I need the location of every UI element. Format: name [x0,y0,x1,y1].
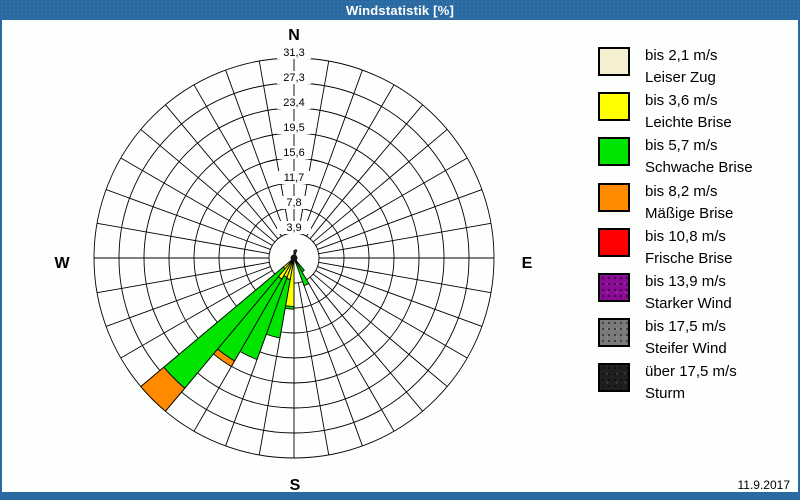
legend-name-label: Starker Wind [645,295,732,312]
svg-text:23,4: 23,4 [283,97,304,109]
title-bar[interactable]: Windstatistik [%] [0,0,800,20]
legend-speed-label: über 17,5 m/s [645,363,737,380]
legend-swatch-schwache-brise [598,137,630,166]
legend-name-label: Leiser Zug [645,69,716,86]
legend-speed-label: bis 8,2 m/s [645,183,718,200]
legend-swatch-leiser-zug [598,47,630,76]
svg-text:27,3: 27,3 [283,72,304,84]
legend-name-label: Sturm [645,385,686,402]
legend-speed-label: bis 17,5 m/s [645,318,726,335]
legend: bis 2,1 m/s Leiser Zug bis 3,6 m/s Leich… [598,0,793,500]
legend-swatch-leichte-brise [598,92,630,121]
legend-speed-label: bis 3,6 m/s [645,92,718,109]
svg-text:3,9: 3,9 [286,222,301,234]
svg-text:11,7: 11,7 [284,172,305,184]
legend-name-label: Schwache Brise [645,159,753,176]
compass-label-east: E [521,255,533,272]
compass-label-north: N [288,27,300,44]
svg-text:7,8: 7,8 [286,197,301,209]
legend-name-label: Mäßige Brise [645,205,734,222]
window-border-bottom [0,492,800,500]
compass-label-south: S [289,477,301,494]
window-border-right [798,20,800,500]
window-title: Windstatistik [%] [345,2,454,18]
svg-text:15,6: 15,6 [283,147,304,159]
legend-name-label: Leichte Brise [645,114,732,131]
legend-name-label: Frische Brise [645,250,733,267]
legend-swatch-starker-wind [598,273,630,302]
window-border-left [0,20,2,500]
legend-swatch-sturm [598,363,630,392]
legend-swatch-maessige-brise [598,183,630,212]
legend-speed-label: bis 10,8 m/s [645,228,726,245]
date-label: 11.9.2017 [737,478,791,492]
legend-name-label: Steifer Wind [645,340,727,357]
legend-swatch-frische-brise [598,228,630,257]
legend-swatch-steifer-wind [598,318,630,347]
svg-text:19,5: 19,5 [283,122,304,134]
legend-speed-label: bis 2,1 m/s [645,47,718,64]
legend-speed-label: bis 5,7 m/s [645,137,718,154]
svg-text:31,3: 31,3 [283,47,304,59]
legend-speed-label: bis 13,9 m/s [645,273,726,290]
compass-label-west: W [54,255,70,272]
